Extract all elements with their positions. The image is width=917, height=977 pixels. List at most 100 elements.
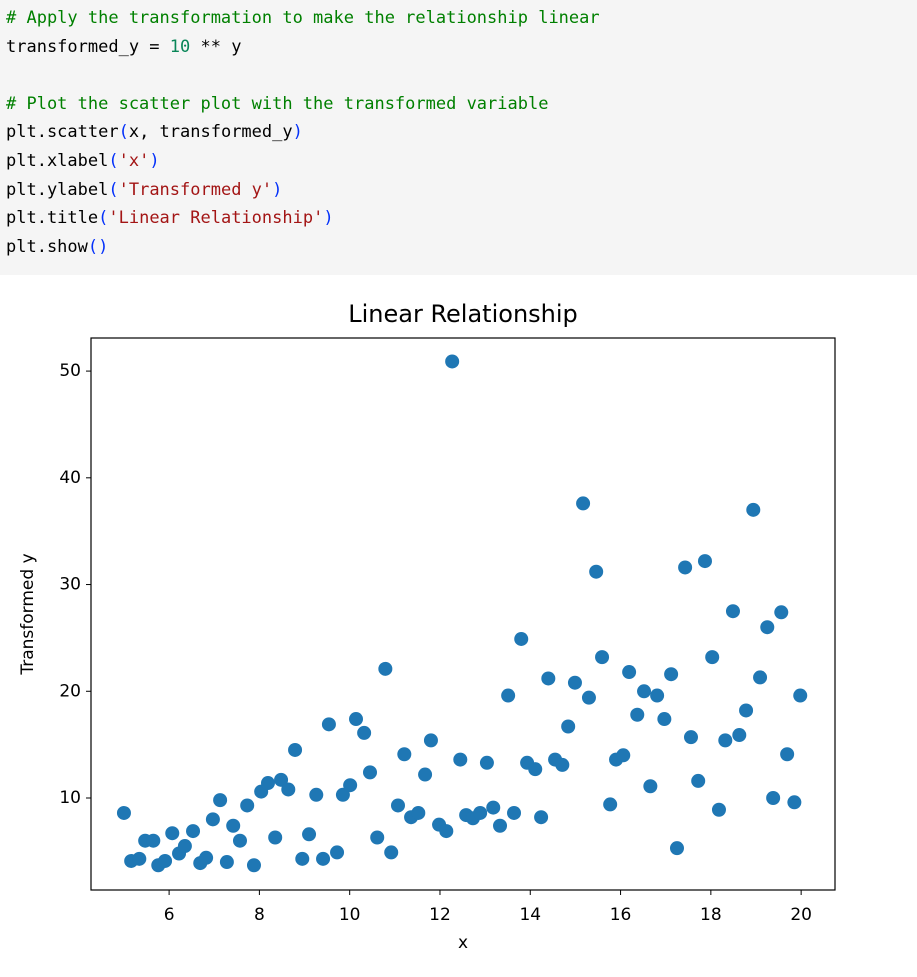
- code-token: (: [98, 208, 109, 229]
- x-tick-label: 18: [700, 905, 722, 925]
- chart-title: Linear Relationship: [348, 300, 578, 328]
- point: [622, 665, 637, 680]
- point: [309, 787, 324, 802]
- point: [158, 853, 173, 868]
- point: [753, 670, 768, 685]
- point: [691, 773, 706, 788]
- point: [357, 725, 372, 740]
- point: [595, 650, 610, 665]
- point: [711, 802, 726, 817]
- point: [514, 631, 529, 646]
- point: [534, 810, 549, 825]
- code-token: (: [108, 179, 119, 200]
- point: [766, 791, 781, 805]
- chart: Linear Relationship x Transformed y 6 8 10…: [18, 300, 836, 953]
- point: [378, 661, 393, 676]
- point: [268, 830, 283, 845]
- point: [678, 560, 693, 575]
- code-line: plt.show(): [6, 233, 917, 262]
- code-line: # Plot the scatter plot with the transfo…: [6, 90, 917, 119]
- code-token: transformed_y =: [6, 36, 170, 57]
- code-token: ): [323, 208, 334, 229]
- point: [232, 833, 247, 848]
- point: [370, 830, 385, 845]
- point: [793, 688, 808, 703]
- point: [555, 757, 570, 772]
- code-line: plt.xlabel('x'): [6, 147, 917, 176]
- code-token: plt.title: [6, 208, 99, 229]
- code-token: plt.xlabel: [6, 150, 109, 171]
- point: [718, 733, 733, 748]
- code-line: plt.ylabel('Transformed y'): [6, 176, 917, 205]
- point: [288, 742, 303, 757]
- point: [603, 797, 618, 812]
- code-line: plt.scatter(x, transformed_y): [6, 118, 917, 147]
- y-tick-label: 50: [59, 361, 81, 381]
- point: [630, 707, 645, 722]
- x-tick-label: 10: [339, 905, 361, 925]
- point: [411, 805, 426, 820]
- point: [226, 818, 241, 833]
- point: [473, 805, 488, 820]
- point: [439, 824, 454, 839]
- point: [343, 778, 358, 793]
- point: [650, 688, 665, 703]
- code-token: 'Transformed y': [118, 179, 273, 200]
- point: [397, 747, 412, 762]
- y-axis-label: Transformed y: [18, 553, 38, 675]
- point: [281, 782, 296, 797]
- point: [774, 605, 789, 620]
- point: [116, 805, 131, 820]
- point: [780, 747, 795, 762]
- point: [787, 795, 802, 810]
- point: [541, 671, 556, 686]
- point: [363, 765, 377, 780]
- code-line: # Apply the transformation to make the r…: [6, 4, 917, 33]
- point: [295, 851, 310, 866]
- point: [390, 798, 405, 813]
- point: [732, 728, 747, 743]
- point: [274, 772, 289, 787]
- point: [493, 818, 508, 833]
- y-tick-label: 20: [59, 681, 81, 701]
- point: [637, 684, 652, 699]
- code-token: (: [118, 122, 129, 143]
- point: [697, 554, 712, 569]
- code-token: # Apply the transformation to make the r…: [6, 8, 600, 28]
- point: [581, 690, 596, 705]
- point: [165, 826, 180, 841]
- point: [453, 752, 468, 767]
- point: [418, 767, 433, 782]
- code-token: ): [149, 150, 160, 171]
- x-tick-label: 16: [610, 905, 632, 925]
- point: [260, 776, 275, 791]
- point: [664, 667, 679, 682]
- code-token: (: [108, 150, 119, 171]
- point: [132, 851, 147, 866]
- code-token: 'x': [118, 150, 150, 171]
- point: [657, 712, 672, 727]
- point: [760, 620, 775, 635]
- point: [302, 827, 317, 842]
- x-tick-label: 14: [519, 905, 541, 925]
- point: [246, 858, 261, 873]
- point: [384, 845, 399, 860]
- point: [199, 850, 214, 865]
- x-tick-label: 6: [164, 905, 175, 925]
- code-token: # Plot the scatter plot with the transfo…: [6, 93, 549, 114]
- point: [349, 712, 364, 727]
- code-token: ): [272, 179, 283, 200]
- point: [219, 855, 234, 870]
- code-line: plt.title('Linear Relationship'): [6, 204, 917, 233]
- code-token: plt.show: [6, 236, 88, 257]
- code-line: transformed_y = 10 ** y: [6, 33, 917, 62]
- code-token: ): [292, 122, 303, 143]
- point: [330, 845, 345, 860]
- point: [445, 354, 460, 369]
- code-token: 10: [169, 36, 191, 57]
- y-tick-label: 10: [59, 788, 81, 808]
- point: [479, 755, 494, 770]
- point: [316, 851, 331, 866]
- point: [213, 793, 228, 808]
